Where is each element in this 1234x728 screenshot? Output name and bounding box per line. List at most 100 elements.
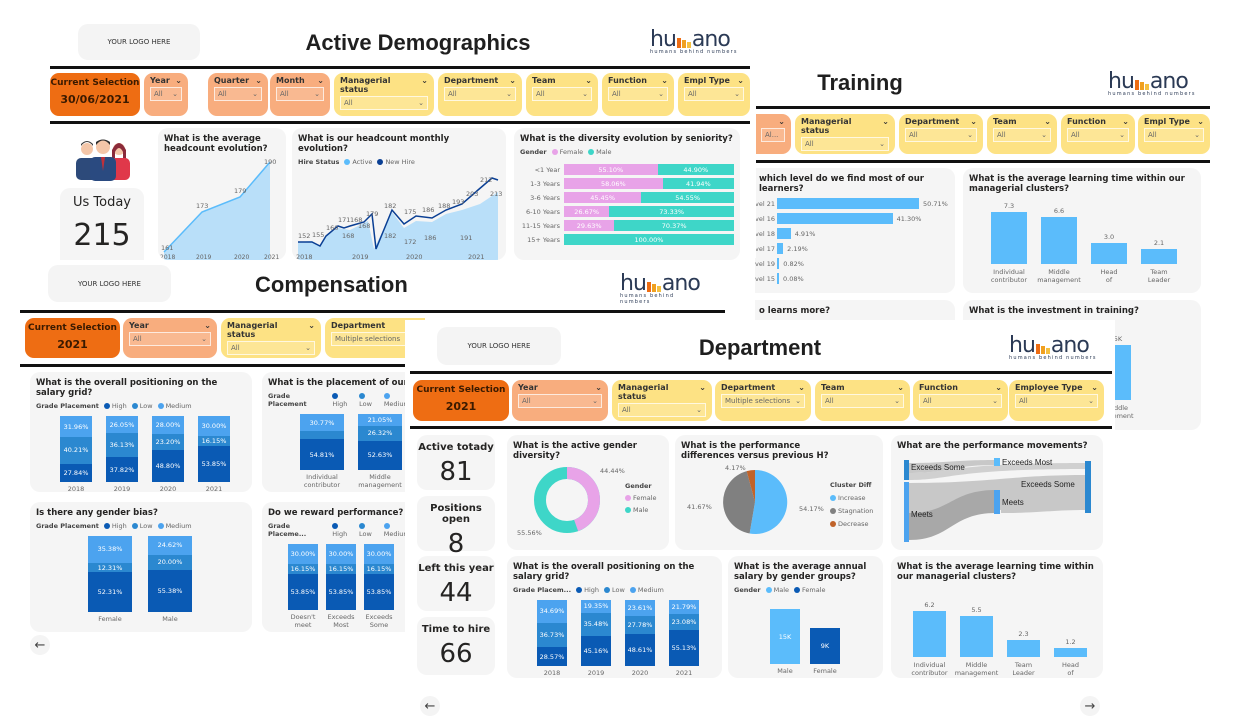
svg-text:152: 152 [298,232,310,240]
svg-text:191: 191 [460,234,472,242]
slicer-department[interactable]: Department ⌄ All ⌄ [899,114,983,154]
slicer-0[interactable]: Year ⌄ All ⌄ [512,380,608,421]
chart-legend: Grade Placeme... High Low Medium [268,522,410,538]
bar [1091,242,1127,264]
stacked-bar: 19.35% 35.48% 45.16% [581,600,611,666]
logo-placeholder: YOUR LOGO HERE [48,265,171,302]
svg-text:Exceeds Some: Exceeds Some [1021,480,1075,489]
slicer-4[interactable]: Function ⌄ All ⌄ [913,380,1008,421]
monthly-headcount-chart: What is our headcount monthly evolution?… [292,128,506,260]
svg-text:190: 190 [264,158,276,166]
salary-by-gender-chart: What is the average annual salary by gen… [728,556,883,678]
chart-legend: Gender Male Female [734,586,826,594]
svg-text:168: 168 [342,232,354,240]
performance-pie [723,469,788,534]
slicer-0[interactable]: Year ⌄ All ⌄ [144,73,188,116]
page-title: Compensation [255,272,408,297]
bar-row: <1 Year 55.10% 44.90% [514,164,740,176]
page-title: Department [698,335,822,360]
svg-text:212: 212 [480,176,492,184]
svg-text:173: 173 [196,202,208,210]
svg-text:2018: 2018 [160,254,175,260]
svg-text:Meets: Meets [911,510,933,519]
next-page-button[interactable]: → [1080,696,1100,716]
svg-text:172: 172 [404,238,416,246]
bar [1054,648,1087,657]
stacked-bar: 30.00% 16.15% 53.85% [364,544,394,610]
svg-text:193: 193 [452,198,464,206]
svg-text:2020: 2020 [406,253,423,260]
bar-row: vel 15 0.08% [755,273,804,284]
header-divider [755,106,1210,109]
slicer-1[interactable]: Quarter ⌄ All ⌄ [208,73,268,116]
slicer-empl-type[interactable]: Empl Type ⌄ All ⌄ [1138,114,1210,154]
header-divider [20,364,725,367]
prev-page-button[interactable]: ← [30,635,50,655]
bar-row: 6-10 Years 26.67% 73.33% [514,206,740,218]
slicer-managerial-status[interactable]: Managerial status ⌄ All ⌄ [795,114,895,154]
bar-row: 3-6 Years 45.45% 54.55% [514,192,740,204]
learners-bars: vel 21 50.71% vel 16 41.30% vel 18 4.91%… [755,194,955,293]
slicer-4[interactable]: Department ⌄ All ⌄ [438,73,522,116]
logo-placeholder: YOUR LOGO HERE [78,24,200,60]
salary-grid-chart: What is the overall positioning on the s… [30,372,252,492]
kpi-positions-open: Positions open 8 [417,496,495,559]
gender-bias-chart: Is there any gender bias? Grade Placemen… [30,502,252,632]
chart-legend: Grade Placem... High Low Medium [513,586,664,594]
page-title: Active Demographics [305,30,531,55]
slicer-6[interactable]: Function ⌄ All ⌄ [602,73,674,116]
svg-text:213: 213 [490,190,502,198]
stacked-bar: 35.38% 12.31% 52.31% [88,536,132,612]
header-divider [20,310,725,313]
stacked-bar: 24.62% 20.00% 55.38% [148,536,192,612]
chart-legend: Gender Female Male [625,482,657,514]
svg-text:155: 155 [312,231,324,239]
slicer-team[interactable]: Team ⌄ All ⌄ [987,114,1057,154]
gender-donut [534,467,600,533]
slicer-3[interactable]: Team ⌄ All ⌄ [815,380,910,421]
header-divider [50,66,750,69]
svg-text:2020: 2020 [234,254,249,260]
stacked-bar: 23.61% 27.78% 48.61% [625,600,655,666]
bar-female: 9K [810,628,840,664]
svg-text:161: 161 [161,244,173,252]
page-title: Training [817,70,903,95]
svg-text:188: 188 [438,202,450,210]
bar-male: 15K [770,609,800,664]
slicer-function[interactable]: Function ⌄ All ⌄ [1061,114,1135,154]
svg-text:168: 168 [358,222,370,230]
chart-legend: Hire Status Active New Hire [298,158,415,166]
avg-headcount-area: 161 173 179 190 2018 2019 2020 2021 [160,158,279,260]
slicer-3[interactable]: Managerial status ⌄ All ⌄ [334,73,434,116]
performance-movements-chart: What are the performance movements? Exce… [891,435,1103,550]
logo-placeholder: YOUR LOGO HERE [437,327,561,365]
slicer-5[interactable]: Team ⌄ All ⌄ [526,73,598,116]
kpi-active-today: Active totady 81 [417,435,495,490]
slicer-managerial-status[interactable]: Managerial status ⌄ All ⌄ [221,318,321,358]
prev-page-button[interactable]: ← [420,696,440,716]
slicer-2[interactable]: Month ⌄ All ⌄ [270,73,330,116]
slicer-1[interactable]: Managerial status ⌄ All ⌄ [612,380,712,421]
svg-text:168: 168 [350,216,362,224]
svg-text:179: 179 [366,210,378,218]
kpi-time-to-hire: Time to hire 66 [417,617,495,675]
slicer-year[interactable]: Year ⌄ All ⌄ [123,318,217,358]
svg-text:2019: 2019 [352,253,369,260]
slicer-5[interactable]: Employee Type ⌄ All ⌄ [1009,380,1104,421]
chart-legend: Grade Placement High Low Medium [36,402,192,410]
current-selection-card: Current Selection 2021 [413,380,509,421]
avg-headcount-chart: What is the average headcount evolution?… [158,128,286,260]
slicer-2[interactable]: Department ⌄ Multiple selections ⌄ [715,380,811,421]
header-divider [410,371,1112,374]
brand-logo: hu ano humans behind numbers [1009,333,1097,362]
stacked-bar: 26.05% 36.13% 37.82% [106,416,138,482]
dept-learning-time-chart: What is the average learning time within… [891,556,1103,678]
brand-logo: hu ano humans behind numbers [620,271,701,306]
brand-logo: hu ano humans behind numbers [650,27,738,56]
header-divider [50,121,750,124]
slicer-partial[interactable]: ⌄ Al... [755,114,791,154]
slicer-7[interactable]: Empl Type ⌄ All ⌄ [678,73,750,116]
svg-text:Exceeds Most: Exceeds Most [1002,458,1053,467]
bar [1141,249,1177,264]
stacked-bar: 30.00% 16.15% 53.85% [288,544,318,610]
